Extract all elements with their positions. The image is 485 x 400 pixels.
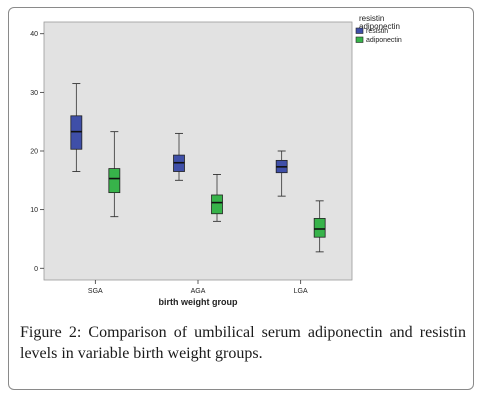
y-tick-label: 10 xyxy=(30,207,38,214)
legend-label-adiponectin: adiponectin xyxy=(366,37,402,44)
box-adiponectin-sga xyxy=(108,131,121,218)
iqr-box xyxy=(313,218,326,238)
box-series-group xyxy=(70,83,326,253)
boxplot-chart: 0 10 20 30 40 SGA AGA LGA birth weight group r… xyxy=(30,14,402,307)
box-resistin-lga xyxy=(275,150,288,197)
figure-label: Figure 2: xyxy=(20,324,82,341)
legend-label-resistin: resistin xyxy=(366,28,388,35)
y-axis: 0 10 20 30 40 xyxy=(30,31,44,273)
y-tick-label: 40 xyxy=(30,31,38,38)
iqr-box xyxy=(108,168,121,194)
legend-title-line: adiponectin xyxy=(359,22,400,31)
caption-text: Comparison of umbilical serum adiponecti… xyxy=(20,324,466,362)
x-tick-label: SGA xyxy=(88,288,103,295)
y-tick-label: 30 xyxy=(30,90,38,97)
box-adiponectin-lga xyxy=(313,200,326,253)
plot-area xyxy=(43,21,353,281)
x-axis: SGA AGA LGA xyxy=(88,280,308,295)
x-axis-title: birth weight group xyxy=(159,297,238,307)
y-tick-label: 20 xyxy=(30,149,38,156)
x-tick-label: AGA xyxy=(191,288,206,295)
legend-title-line: resistin xyxy=(359,14,384,23)
iqr-box xyxy=(70,115,83,150)
box-resistin-sga xyxy=(70,83,83,172)
y-tick-label: 0 xyxy=(34,266,38,273)
legend-swatch-resistin xyxy=(355,27,364,34)
iqr-box xyxy=(211,194,223,215)
x-tick-label: LGA xyxy=(294,288,308,295)
box-resistin-aga xyxy=(173,132,185,181)
box-adiponectin-aga xyxy=(211,174,223,222)
legend-swatch-adiponectin xyxy=(355,36,364,43)
figure-caption: Figure 2: Comparison of umbilical serum … xyxy=(20,322,466,364)
